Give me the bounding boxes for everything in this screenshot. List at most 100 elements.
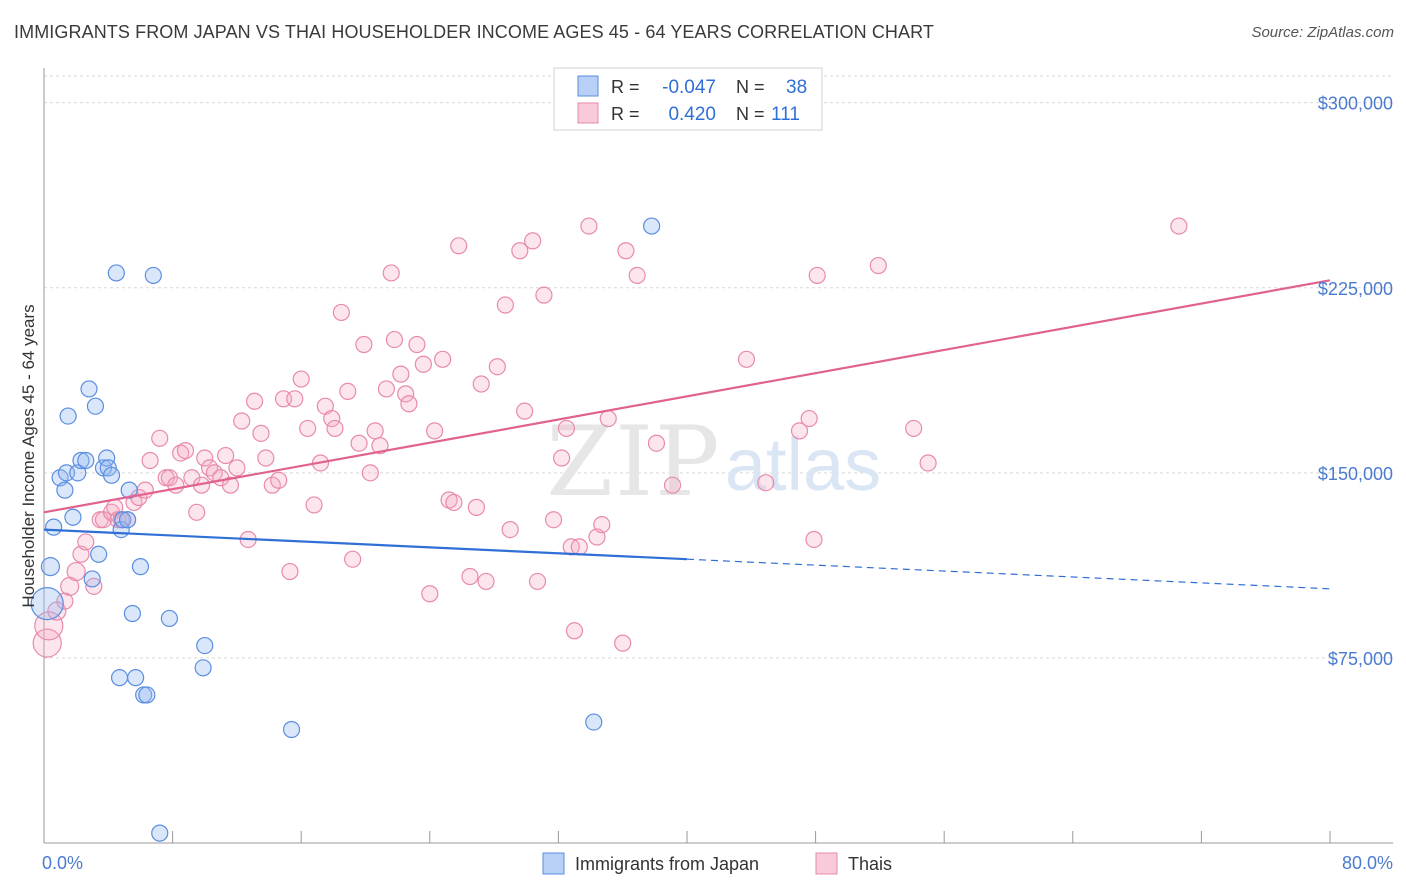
- thai-point-46: [292, 370, 310, 388]
- japan-point-10: [77, 451, 95, 470]
- thai-point-65: [397, 385, 415, 403]
- thai-point-55: [344, 550, 362, 568]
- thai-point-108: [869, 256, 887, 275]
- y-tick-label-1: $150,000: [1318, 464, 1393, 484]
- y-axis-title: Householder Income Ages 45 - 64 years: [19, 304, 38, 607]
- thai-point-66: [400, 395, 418, 413]
- thai-point-68: [414, 355, 432, 373]
- japan-point-4: [56, 481, 74, 499]
- japan-point-29: [110, 669, 129, 687]
- watermark-atlas: atlas: [725, 423, 881, 506]
- thai-point-74: [450, 237, 468, 255]
- thai-point-81: [501, 520, 519, 539]
- japan-point-21: [114, 511, 132, 529]
- japan-point-36: [585, 713, 603, 731]
- thai-point-92: [565, 622, 584, 640]
- thai-point-3: [56, 592, 74, 610]
- legend-n-label-japan: N =: [736, 77, 765, 97]
- watermark-zip: ZIP: [546, 406, 721, 518]
- japan-point-18: [102, 466, 121, 484]
- thai-point-33: [217, 446, 235, 465]
- japan-point-6: [59, 407, 77, 425]
- thai-point-107: [808, 266, 826, 285]
- thai-point-54: [339, 382, 357, 401]
- thai-point-38: [245, 392, 264, 410]
- thai-point-7: [77, 533, 95, 551]
- legend-n-label-thai: N =: [736, 104, 765, 124]
- japan-point-22: [118, 511, 137, 529]
- thai-point-101: [663, 476, 682, 494]
- japan-point-19: [107, 264, 125, 282]
- correlation-legend: R = -0.047 N = 38 R = 0.420 N = 111: [553, 67, 823, 131]
- thai-point-93: [580, 217, 598, 235]
- japan-point-1: [40, 557, 61, 577]
- japan-point-25: [127, 669, 145, 687]
- thai-point-53: [332, 303, 350, 322]
- thai-point-35: [228, 459, 246, 477]
- legend-swatch-japan: [577, 75, 599, 97]
- thai-point-71: [434, 350, 452, 368]
- japan-trend-line-extension: [686, 558, 1331, 590]
- thai-point-64: [392, 365, 410, 383]
- thai-point-88: [553, 449, 571, 467]
- axes: [43, 68, 1393, 844]
- japan-point-35: [282, 720, 301, 739]
- y-tick-labels: $75,000 $150,000 $225,000 $300,000: [1318, 94, 1393, 669]
- thai-point-59: [366, 422, 384, 440]
- japan-point-37: [643, 217, 661, 235]
- thai-point-60: [371, 437, 389, 455]
- thai-point-73: [445, 493, 463, 512]
- chart-title: IMMIGRANTS FROM JAPAN VS THAI HOUSEHOLDE…: [14, 22, 935, 42]
- x-tick-label-max: 80.0%: [1342, 853, 1393, 873]
- thai-point-48: [305, 496, 323, 514]
- y-tick-label-0: $75,000: [1328, 649, 1393, 669]
- japan-point-11: [80, 380, 98, 398]
- thai-point-63: [385, 330, 404, 349]
- thai-point-97: [614, 634, 632, 652]
- thai-point-106: [805, 530, 823, 549]
- thai-point-61: [377, 380, 395, 398]
- thai-point-30: [200, 459, 219, 477]
- thai-point-58: [361, 464, 379, 482]
- thai-point-47: [299, 419, 317, 438]
- source-label: Source: ZipAtlas.com: [1251, 24, 1394, 41]
- japan-point-24: [123, 604, 142, 623]
- thai-point-99: [628, 266, 646, 285]
- legend-swatch-thai: [577, 102, 599, 124]
- grid-lines: [44, 75, 1393, 659]
- thai-point-69: [421, 585, 439, 603]
- thai-point-62: [382, 264, 400, 282]
- japan-point-7: [64, 508, 82, 526]
- thai-point-79: [488, 358, 506, 376]
- thai-point-39: [252, 424, 270, 442]
- x-tick-label-min: 0.0%: [42, 853, 83, 873]
- thai-point-51: [323, 409, 341, 428]
- thai-point-24: [172, 444, 190, 462]
- thai-point-89: [557, 419, 576, 438]
- y-tick-label-3: $300,000: [1318, 94, 1393, 114]
- bottom-legend-label-thai: Thais: [848, 854, 892, 874]
- japan-point-30: [144, 266, 162, 285]
- legend-n-value-japan: 38: [786, 77, 807, 98]
- japan-point-28: [138, 686, 156, 704]
- thai-point-103: [757, 474, 775, 492]
- thai-point-34: [221, 476, 240, 494]
- japan-point-26: [131, 558, 150, 576]
- thai-point-29: [196, 449, 214, 467]
- bottom-legend-swatch-japan: [542, 852, 565, 875]
- thai-point-25: [176, 442, 195, 460]
- trend-lines: [43, 279, 1331, 590]
- thai-point-44: [281, 562, 299, 581]
- thai-point-84: [524, 232, 542, 250]
- bottom-legend-label-japan: Immigrants from Japan: [575, 854, 759, 874]
- thai-point-70: [426, 422, 444, 440]
- thai-point-82: [511, 242, 529, 260]
- thai-point-0: [32, 628, 62, 658]
- japan-point-32: [160, 609, 178, 628]
- thai-point-110: [919, 454, 937, 472]
- thai-point-78: [477, 572, 495, 591]
- legend-n-value-thai: 111: [771, 104, 800, 125]
- thai-point-85: [528, 572, 547, 591]
- thai-point-42: [270, 471, 288, 489]
